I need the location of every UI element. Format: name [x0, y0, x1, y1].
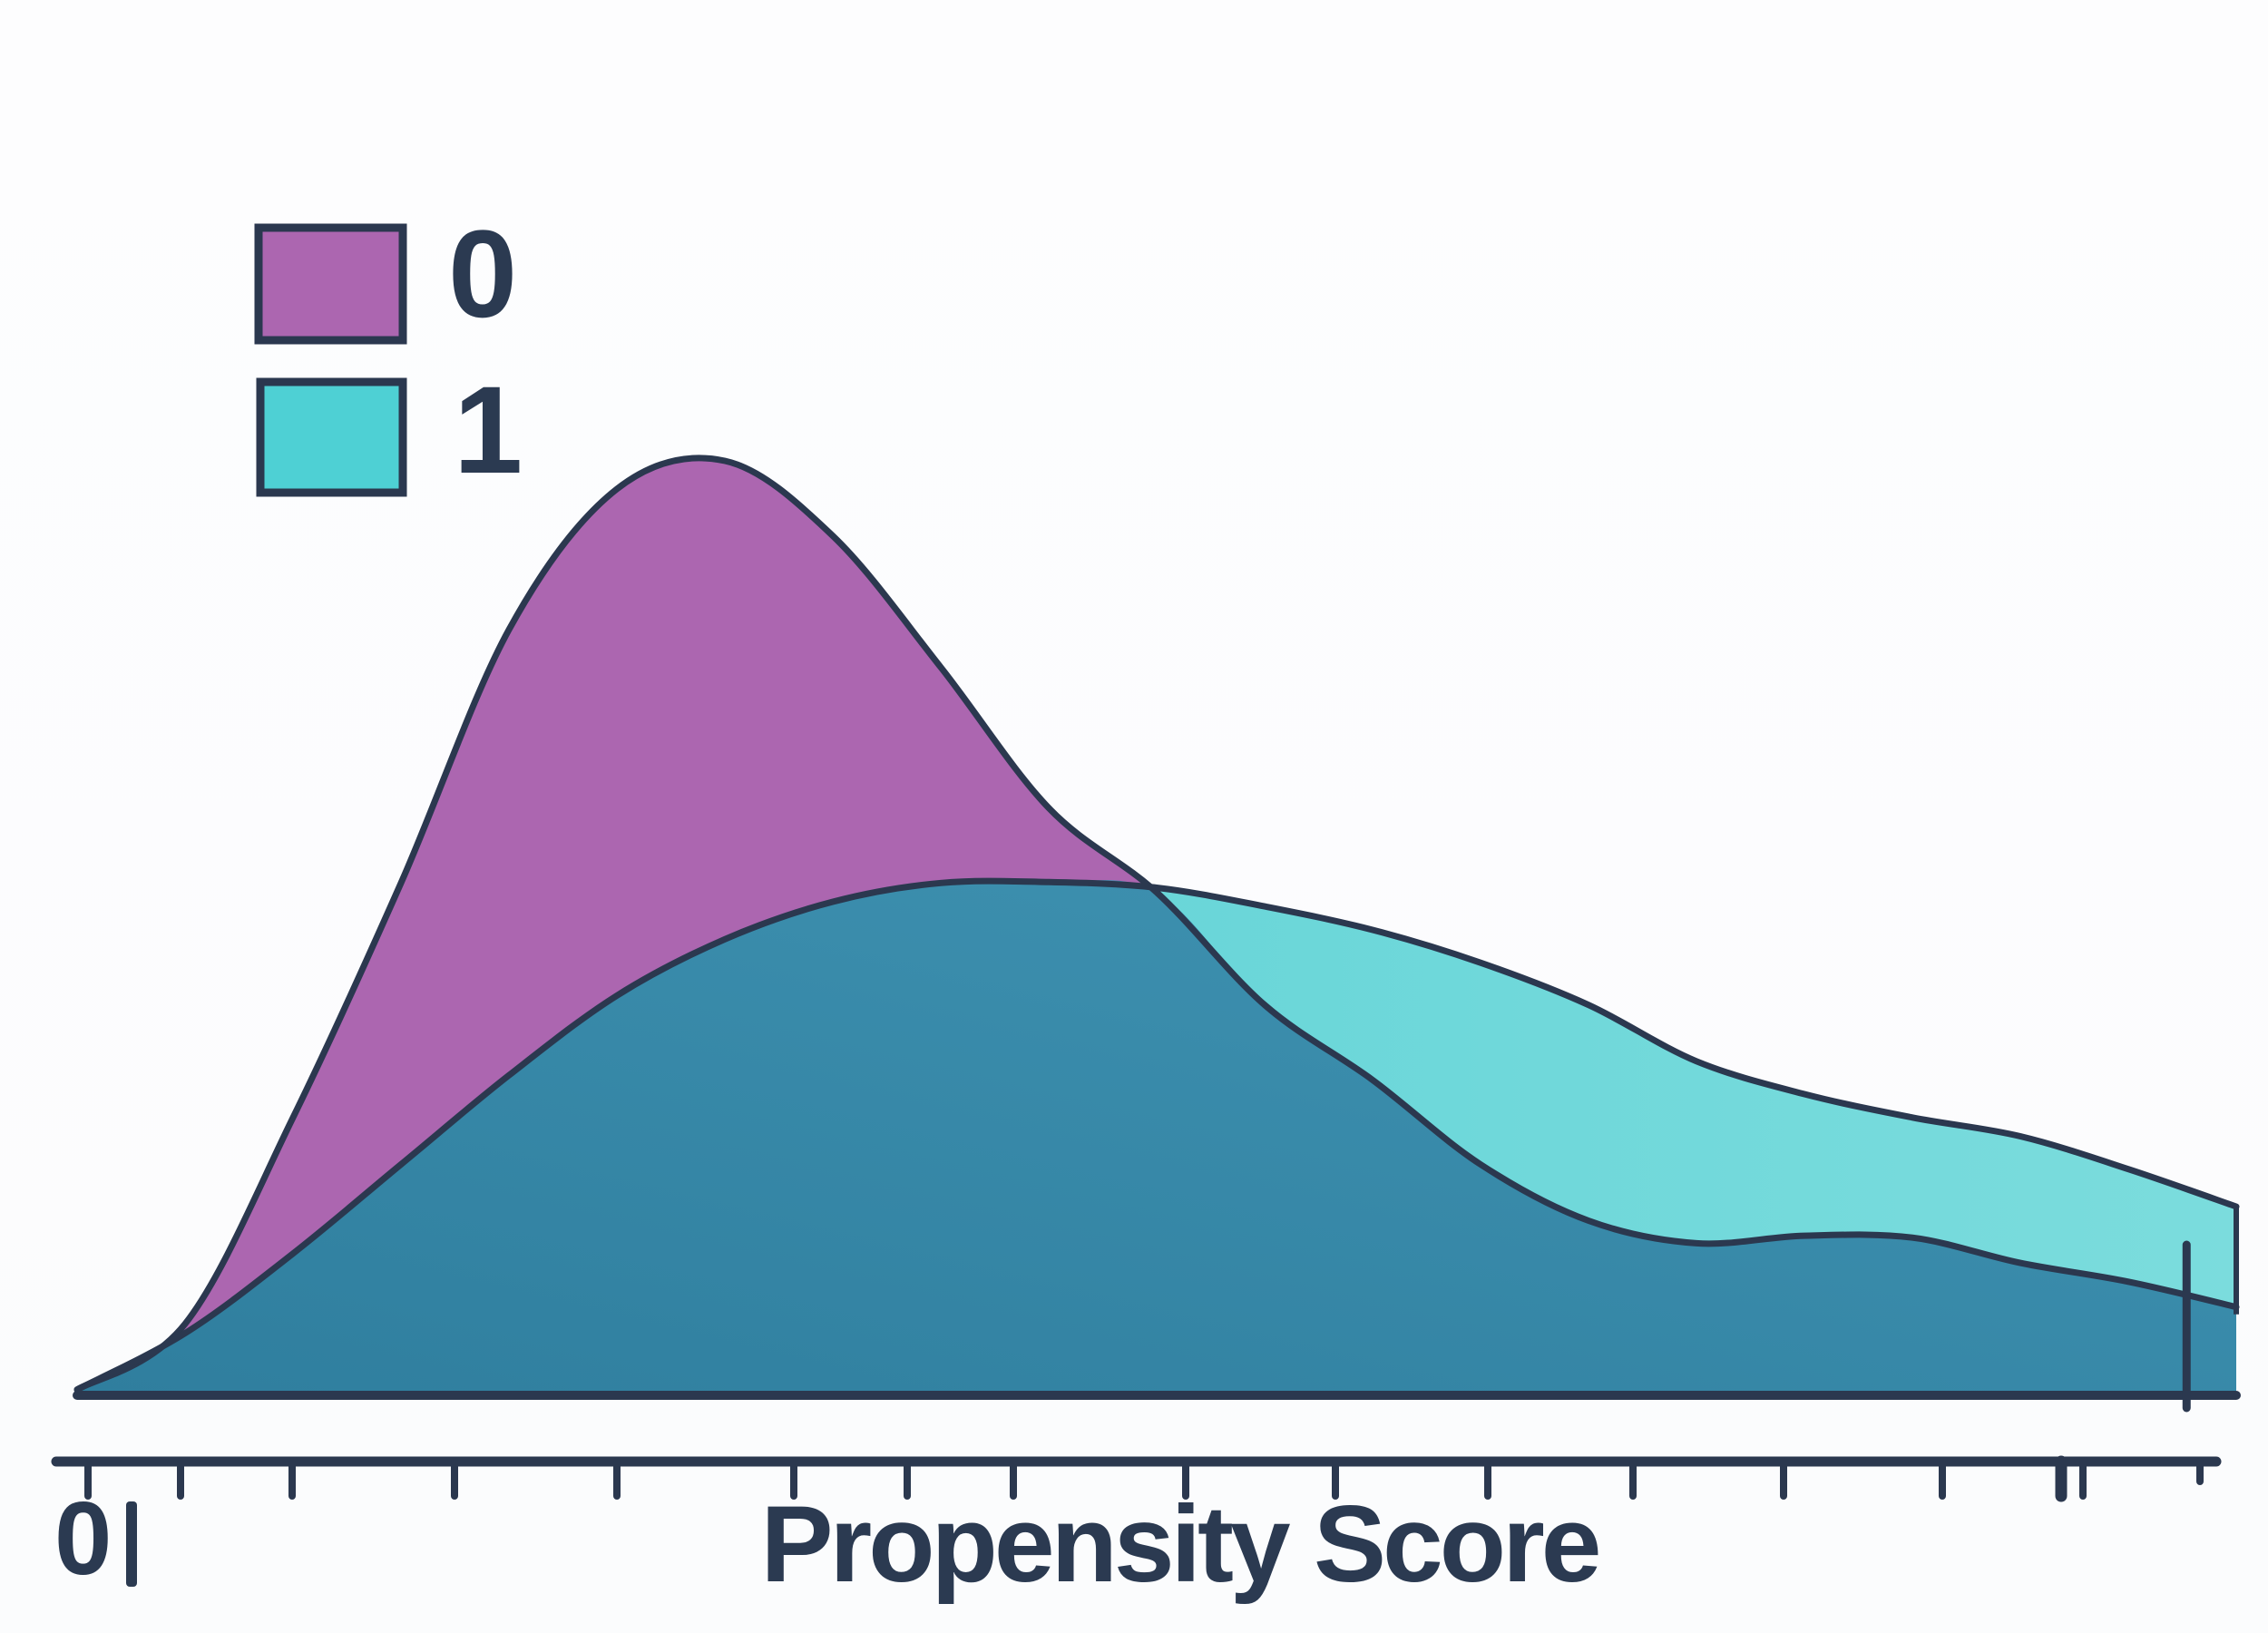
x-axis-ticks — [84, 1455, 2204, 1502]
density-overlap-area — [77, 880, 2236, 1399]
legend-label-0: 0 — [448, 205, 518, 344]
density-curve-group-1 — [73, 877, 2240, 1393]
stray-tick-mark — [126, 1501, 137, 1587]
density-curve-group-0 — [73, 455, 2240, 1393]
legend-label-1: 1 — [454, 361, 523, 500]
legend-swatch-1 — [256, 377, 407, 497]
x-tick-label-0: 0 — [54, 1481, 112, 1597]
legend-swatch-0 — [254, 223, 407, 345]
x-axis-title: Propensity Score — [760, 1483, 1601, 1605]
